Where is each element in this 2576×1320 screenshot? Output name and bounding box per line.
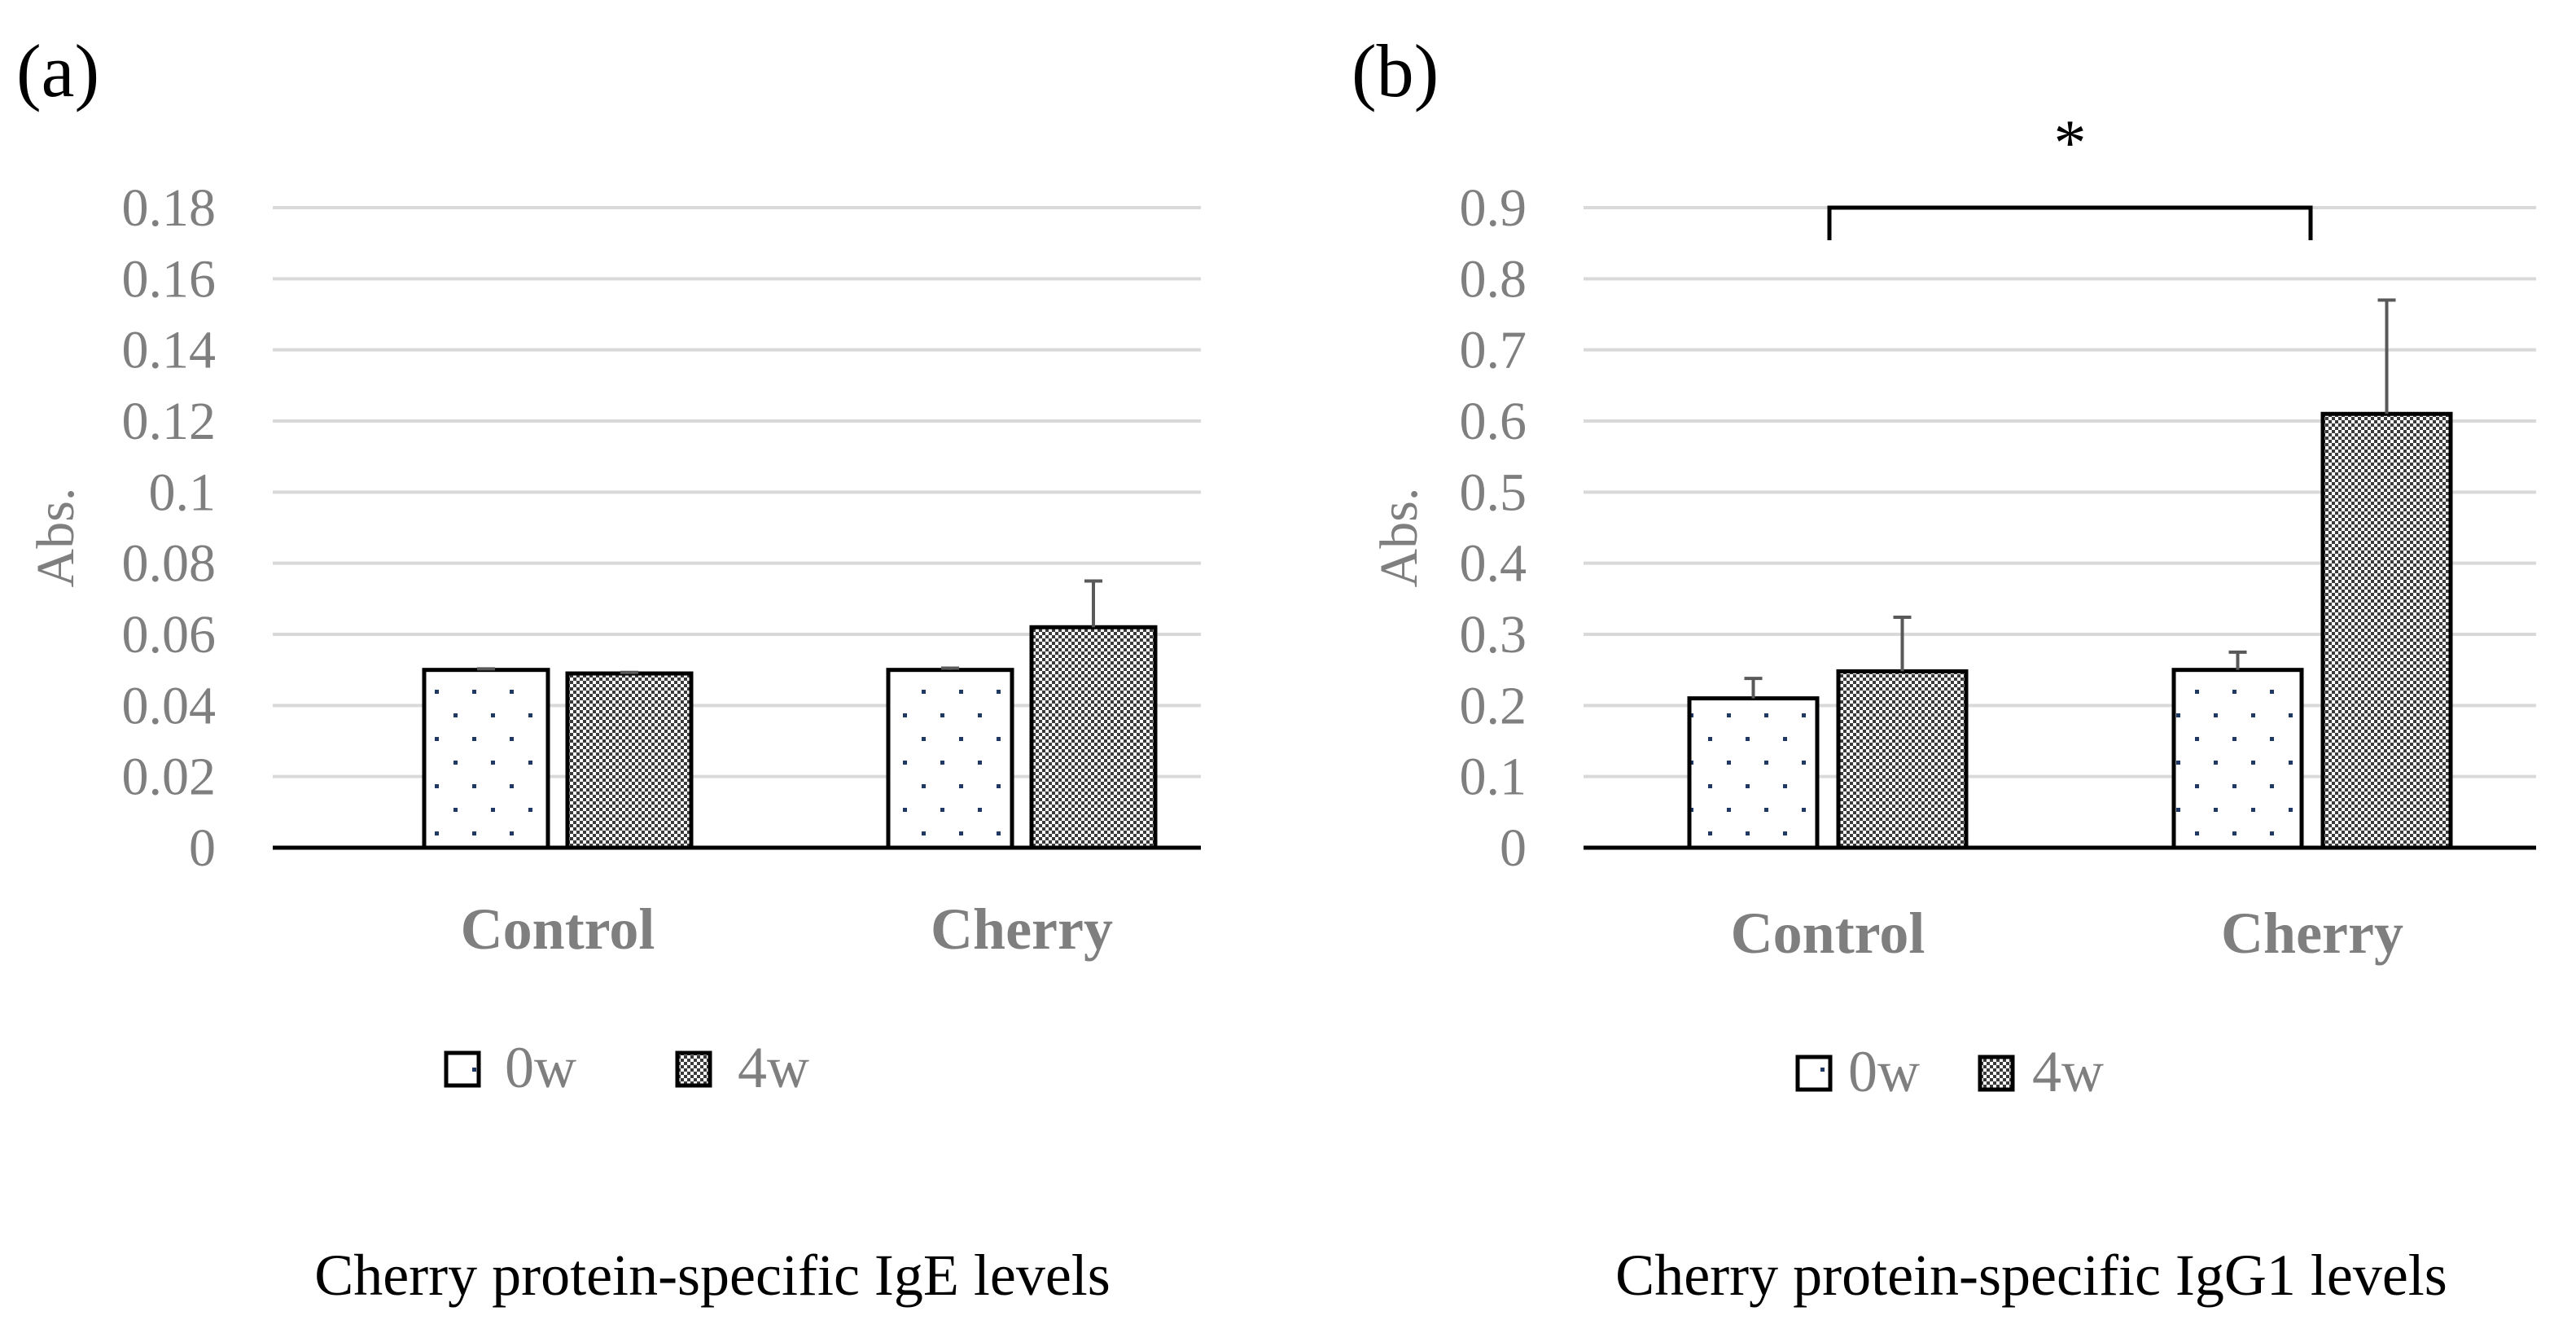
chart-title: Cherry protein-specific IgE levels	[314, 1243, 1111, 1308]
legend-label-0w: 0w	[505, 1035, 576, 1100]
bar-4w-control	[565, 671, 694, 850]
y-tick-label: 0.2	[1460, 676, 1527, 735]
y-tick-label: 0.5	[1460, 463, 1527, 522]
y-tick-label: 0.7	[1460, 321, 1527, 380]
panel-b: (b) 0 0.1 0.2 0.3 0.4 0.5 0.6 0.7 0.8 0.9 Abs. Contr…	[1352, 29, 2536, 1308]
y-tick-label: 0.8	[1460, 249, 1527, 309]
legend-swatch-0w	[444, 1050, 481, 1088]
bar-0w-cherry	[2171, 668, 2304, 850]
y-tick-label: 0.1	[149, 463, 217, 522]
bar-4w-cherry	[1029, 625, 1158, 850]
y-tick-label: 0.12	[122, 392, 217, 451]
legend-swatch-0w	[1795, 1055, 1833, 1092]
y-tick-label: 0	[189, 818, 216, 878]
y-tick-label: 0.06	[122, 605, 217, 664]
chart-title: Cherry protein-specific IgG1 levels	[1615, 1243, 2447, 1308]
bar-4w-control	[1836, 669, 1969, 850]
y-axis-title: Abs.	[1369, 488, 1429, 588]
panel-a: (a) 0 0.02 0.04 0.06 0.08 0.1 0.12 0.14 0.16 0.18 A…	[16, 29, 1201, 1308]
panel-label: (a)	[16, 29, 99, 112]
y-tick-label: 0.9	[1460, 178, 1527, 238]
panel-label: (b)	[1352, 29, 1439, 112]
y-tick-label: 0.18	[122, 178, 217, 238]
x-category-label: Control	[1731, 901, 1925, 966]
x-category-label: Cherry	[931, 897, 1113, 962]
significance-marker: *	[2054, 107, 2087, 179]
x-category-label: Cherry	[2221, 901, 2403, 966]
legend-label-4w: 4w	[738, 1035, 809, 1100]
y-tick-label: 0.4	[1460, 534, 1527, 594]
legend-swatch-4w	[1978, 1055, 2015, 1092]
y-tick-label: 0.3	[1460, 605, 1527, 664]
bar-4w-cherry	[2320, 411, 2453, 850]
legend-swatch-4w	[675, 1050, 712, 1088]
y-tick-label: 0.04	[122, 676, 217, 735]
bar-0w-control	[422, 668, 550, 850]
y-tick-label: 0.08	[122, 534, 217, 594]
y-tick-label: 0.6	[1460, 392, 1527, 451]
y-tick-label: 0.1	[1460, 748, 1527, 807]
legend-label-4w: 4w	[2032, 1039, 2104, 1104]
x-category-label: Control	[461, 897, 655, 962]
y-tick-label: 0.16	[122, 249, 217, 309]
bar-0w-control	[1687, 696, 1820, 850]
y-tick-label: 0.14	[122, 321, 217, 380]
bar-0w-cherry	[886, 668, 1014, 850]
legend-label-0w: 0w	[1848, 1039, 1920, 1104]
significance-bracket	[1827, 205, 2313, 240]
y-tick-label: 0.02	[122, 748, 217, 807]
y-tick-label: 0	[1500, 818, 1527, 878]
y-axis-title: Abs.	[26, 488, 85, 588]
